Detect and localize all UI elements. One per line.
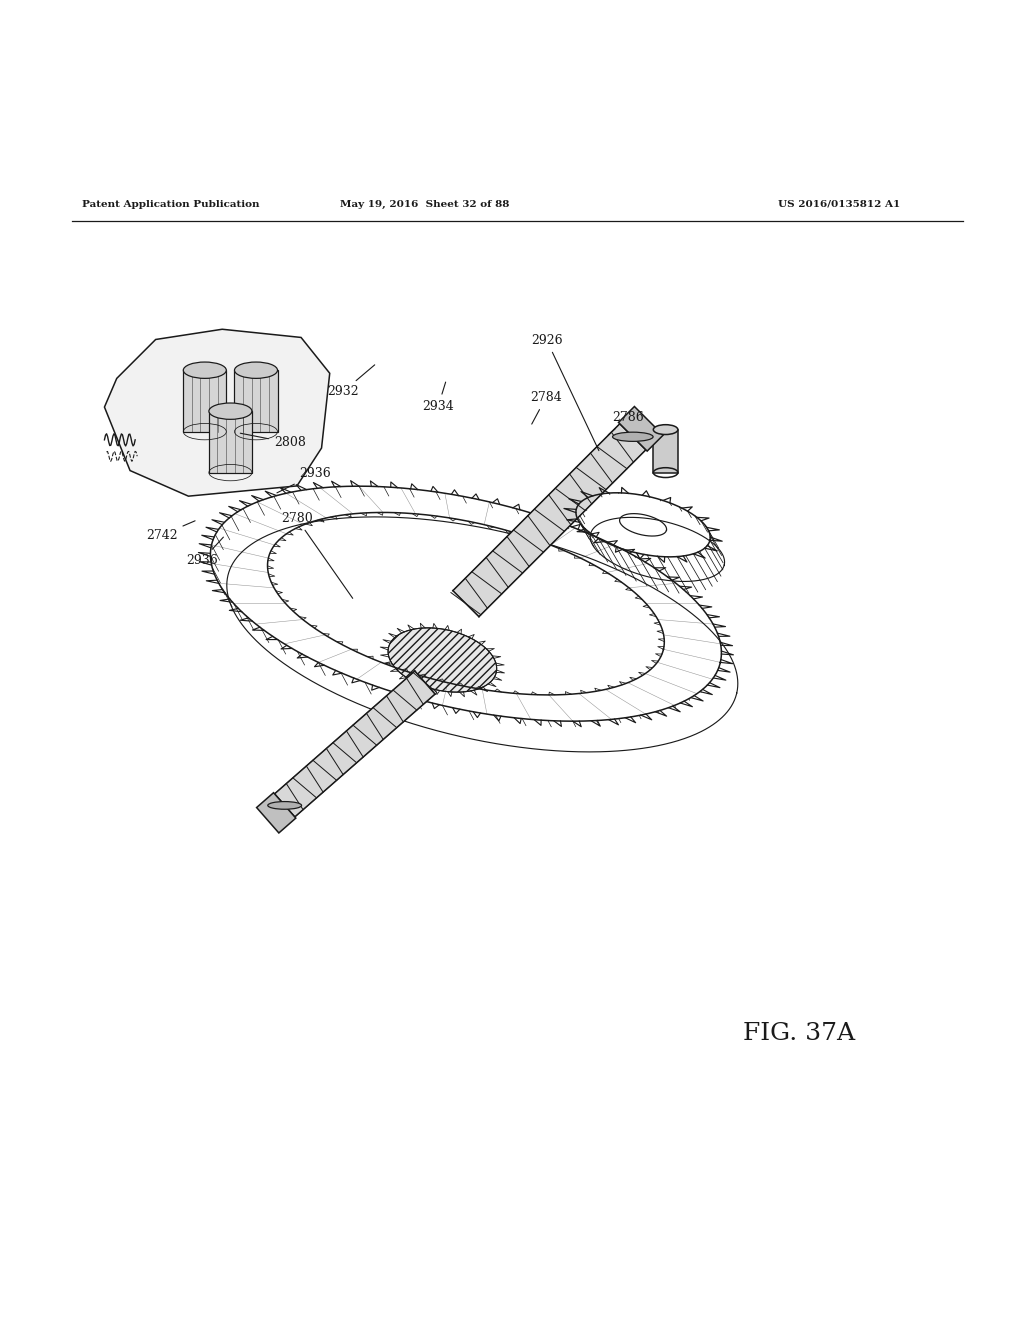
Text: 2784: 2784 xyxy=(529,391,562,424)
Text: 2780: 2780 xyxy=(281,512,352,598)
Bar xyxy=(234,370,278,432)
Bar xyxy=(183,370,226,432)
Ellipse shape xyxy=(234,362,278,379)
Text: 2808: 2808 xyxy=(241,433,306,449)
Ellipse shape xyxy=(612,432,653,441)
Text: May 19, 2016  Sheet 32 of 88: May 19, 2016 Sheet 32 of 88 xyxy=(340,199,510,209)
Text: 2936: 2936 xyxy=(185,537,223,568)
Polygon shape xyxy=(257,793,296,833)
Text: 2926: 2926 xyxy=(531,334,599,450)
Ellipse shape xyxy=(653,425,678,434)
Text: FIG. 37A: FIG. 37A xyxy=(742,1022,855,1045)
Polygon shape xyxy=(104,329,330,496)
Polygon shape xyxy=(274,671,435,817)
Ellipse shape xyxy=(268,801,302,809)
Polygon shape xyxy=(618,407,664,451)
Bar xyxy=(653,429,678,473)
Text: 2932: 2932 xyxy=(328,364,375,399)
Bar xyxy=(209,411,252,473)
Ellipse shape xyxy=(183,362,226,379)
Text: 2786: 2786 xyxy=(608,411,644,434)
Polygon shape xyxy=(388,628,497,692)
Polygon shape xyxy=(453,424,646,616)
Text: Patent Application Publication: Patent Application Publication xyxy=(82,199,259,209)
Text: US 2016/0135812 A1: US 2016/0135812 A1 xyxy=(778,199,900,209)
Text: 2936: 2936 xyxy=(276,467,332,492)
Text: 2742: 2742 xyxy=(146,521,196,541)
Text: 2934: 2934 xyxy=(422,381,455,413)
Ellipse shape xyxy=(209,403,252,420)
